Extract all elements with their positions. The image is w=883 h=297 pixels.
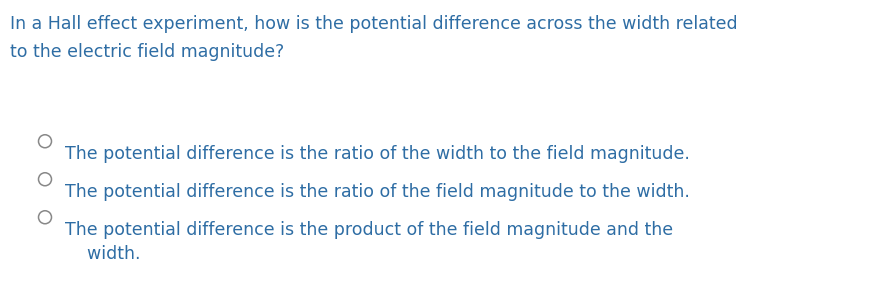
Text: width.: width.	[65, 245, 140, 263]
Text: The potential difference is the product of the field magnitude and the: The potential difference is the product …	[65, 221, 673, 239]
Text: In a Hall effect experiment, how is the potential difference across the width re: In a Hall effect experiment, how is the …	[10, 15, 737, 33]
Text: The potential difference is the ratio of the field magnitude to the width.: The potential difference is the ratio of…	[65, 183, 690, 201]
Text: to the electric field magnitude?: to the electric field magnitude?	[10, 43, 284, 61]
Text: The potential difference is the ratio of the width to the field magnitude.: The potential difference is the ratio of…	[65, 145, 690, 163]
